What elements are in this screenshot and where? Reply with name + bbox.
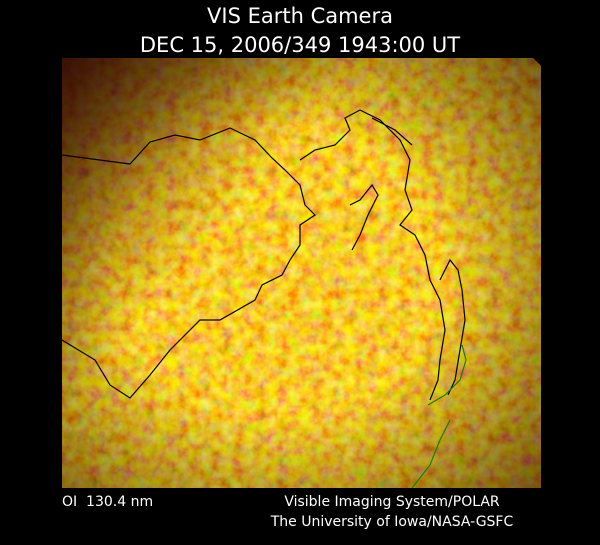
wavelength: OI 130.4 nm xyxy=(62,494,153,510)
earth-image xyxy=(62,58,541,488)
coastlines xyxy=(62,109,466,401)
credit: The University of Iowa/NASA-GSFC xyxy=(270,514,514,530)
instrument: Visible Imaging System/POLAR xyxy=(284,494,500,510)
green-coastline xyxy=(411,344,467,488)
title: VIS Earth Camera xyxy=(207,4,393,28)
timestamp: DEC 15, 2006/349 1943:00 UT xyxy=(140,33,460,57)
